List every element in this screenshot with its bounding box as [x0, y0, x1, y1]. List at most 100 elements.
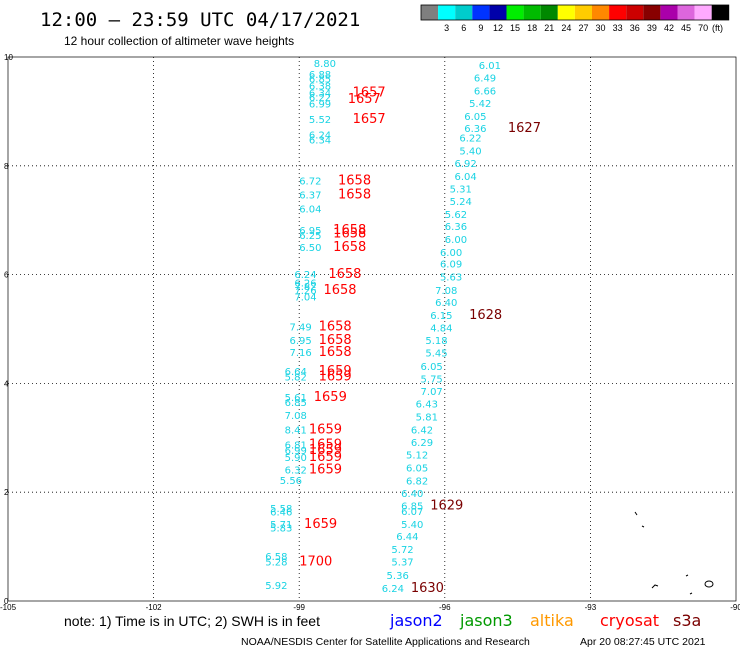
swh-value: 5.56	[280, 476, 302, 487]
latitude-tick-label: 8	[4, 162, 9, 171]
swh-value: 7.82	[294, 282, 316, 293]
swh-value: 5.40	[401, 520, 423, 531]
swh-value: 6.72	[299, 176, 321, 187]
swh-value: 6.36	[445, 222, 467, 233]
swh-value: 6.85	[285, 398, 307, 409]
west-track-wave-heights: 8.806.886.856.386.346.226.995.526.246.34…	[265, 59, 336, 592]
east-track-times: 1627 1628 1629 1630	[411, 121, 541, 596]
swh-value: 6.22	[459, 133, 481, 144]
legend-swatch	[489, 5, 507, 20]
pass-time: 1659	[309, 463, 342, 478]
swh-value: 5.24	[450, 197, 472, 208]
swh-value: 5.31	[450, 184, 472, 195]
island-shape	[704, 580, 714, 588]
legend-swatch	[540, 5, 558, 20]
swh-value: 5.12	[406, 450, 428, 461]
swh-value: 8.80	[314, 59, 336, 70]
map-frame	[7, 56, 737, 602]
swh-value: 6.42	[411, 425, 433, 436]
longitude-tick-label: -105	[0, 603, 17, 612]
swh-value: 6.05	[406, 464, 428, 475]
pass-time: 1658	[333, 240, 366, 255]
legend-swatch-label: 36	[630, 23, 640, 33]
axis-tick-labels: -105 -102 -99 -96 -93 -90 0 2 4 6 8 10	[0, 53, 740, 612]
swh-value: 6.26	[294, 279, 316, 290]
pass-time: 1658	[338, 187, 371, 202]
pass-time: 1627	[508, 121, 541, 136]
swh-value: 5.52	[309, 115, 331, 126]
swh-value: 5.42	[469, 99, 491, 110]
swh-value: 6.46	[270, 508, 292, 519]
swh-value: 6.00	[445, 235, 467, 246]
legend-swatch	[438, 5, 456, 20]
swh-value: 6.36	[464, 124, 486, 135]
pass-time: 1658	[338, 173, 371, 188]
pass-time: 1630	[411, 581, 444, 596]
swh-value: 5.81	[416, 412, 438, 423]
swh-value: 6.04	[299, 205, 321, 216]
swh-value: 6.49	[474, 73, 496, 84]
swh-value: 6.29	[411, 438, 433, 449]
swh-value: 6.09	[440, 260, 462, 271]
pass-time: 1657	[353, 86, 386, 101]
legend-swatch-label: 30	[596, 23, 606, 33]
legend-swatch	[660, 5, 678, 20]
swh-value: 7.16	[289, 348, 311, 359]
longitude-tick-label: -96	[439, 603, 451, 612]
legend-swatch-label: 9	[478, 23, 483, 33]
footer-credit: NOAA/NESDIS Center for Satellite Applica…	[241, 636, 530, 648]
legend-swatch-label: 70	[698, 23, 708, 33]
swh-value: 6.58	[265, 552, 287, 563]
swh-value: 6.50	[299, 243, 321, 254]
pass-time: 1659	[309, 438, 342, 453]
swh-value: 6.24	[294, 270, 316, 281]
pass-time: 1657	[353, 112, 386, 127]
legend-swatch-label: 21	[544, 23, 554, 33]
pass-time: 1658	[319, 320, 352, 335]
pass-time: 1658	[328, 267, 361, 282]
swh-value: 6.95	[289, 336, 311, 347]
pass-time: 1659	[319, 364, 352, 379]
legend-swatch-label: 24	[561, 23, 571, 33]
swh-value: 6.04	[455, 172, 477, 183]
east-track-wave-heights: 6.016.496.665.426.056.366.225.406.926.04…	[382, 61, 501, 595]
legend-swatch	[592, 5, 610, 20]
pass-time: 1657	[348, 92, 381, 107]
swh-value: 4.84	[430, 324, 452, 335]
swh-value: 5.58	[270, 504, 292, 515]
legend-swatch	[694, 5, 712, 20]
swh-value: 6.82	[406, 477, 428, 488]
swh-value: 6.85	[309, 75, 331, 86]
pass-time: 1659	[309, 443, 342, 458]
pass-time: 1658	[319, 345, 352, 360]
pass-time: 1659	[309, 450, 342, 465]
swh-value: 6.81	[285, 441, 307, 452]
swh-value: 6.92	[455, 159, 477, 170]
legend-unit-label: (ft)	[712, 23, 723, 33]
swh-value: 7.04	[294, 293, 316, 304]
swh-value: 6.24	[309, 131, 331, 142]
latitude-tick-label: 6	[4, 271, 9, 280]
swh-value: 5.63	[440, 273, 462, 284]
swh-value: 6.43	[416, 399, 438, 410]
swh-value: 6.37	[299, 190, 321, 201]
legend-swatch	[523, 5, 541, 20]
lat-lon-grid	[7, 56, 737, 602]
coastline-outline	[634, 511, 714, 595]
pass-time: 1658	[333, 227, 366, 242]
color-scale-legend: 3 6 9 12 15 18 21 24 27 30 33 36 39 42 45 70	[420, 4, 730, 33]
swh-value: 6.38	[309, 82, 331, 93]
swh-value: 8.41	[285, 425, 307, 436]
swh-value: 5.62	[445, 210, 467, 221]
swh-value: 6.95	[299, 226, 321, 237]
longitude-tick-label: -102	[146, 603, 163, 612]
satellite-name-altika: altika	[530, 611, 574, 630]
pass-time: 1628	[469, 308, 502, 323]
swh-value: 6.25	[299, 231, 321, 242]
pass-time: 1700	[299, 555, 332, 570]
swh-value: 6.24	[382, 584, 404, 595]
swh-value: 6.00	[440, 248, 462, 259]
pass-time: 1659	[309, 422, 342, 437]
swh-value: 5.71	[270, 520, 292, 531]
